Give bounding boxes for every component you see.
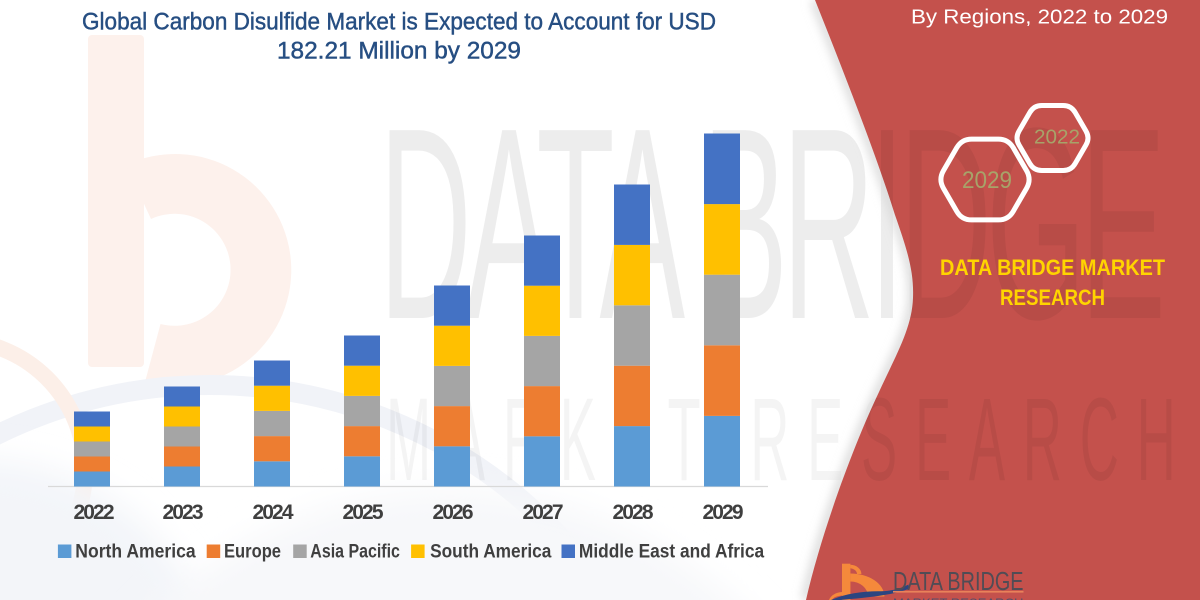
svg-text:2022: 2022 <box>74 501 115 524</box>
svg-text:Asia Pacific: Asia Pacific <box>310 542 400 563</box>
svg-text:2026: 2026 <box>433 501 474 524</box>
svg-text:2022: 2022 <box>1034 126 1080 149</box>
svg-text:2025: 2025 <box>343 501 384 524</box>
svg-text:2028: 2028 <box>613 501 654 524</box>
svg-text:Europe: Europe <box>224 542 281 563</box>
svg-text:182.21 Million by 2029: 182.21 Million by 2029 <box>277 38 521 65</box>
svg-text:2027: 2027 <box>523 501 564 524</box>
svg-text:MARKET RESEARCH: MARKET RESEARCH <box>893 596 1024 600</box>
svg-text:2029: 2029 <box>703 501 744 524</box>
svg-text:South America: South America <box>430 542 552 563</box>
svg-text:2023: 2023 <box>163 501 204 524</box>
svg-text:By Regions, 2022 to 2029: By Regions, 2022 to 2029 <box>911 6 1168 29</box>
svg-text:DATA BRIDGE MARKET: DATA BRIDGE MARKET <box>940 255 1165 280</box>
svg-text:Middle East and Africa: Middle East and Africa <box>579 542 765 563</box>
svg-text:2024: 2024 <box>253 501 294 524</box>
svg-text:2029: 2029 <box>962 167 1012 194</box>
svg-text:Global Carbon Disulfide Market: Global Carbon Disulfide Market is Expect… <box>82 8 716 35</box>
svg-text:North America: North America <box>75 542 196 563</box>
svg-text:RESEARCH: RESEARCH <box>1000 285 1105 310</box>
